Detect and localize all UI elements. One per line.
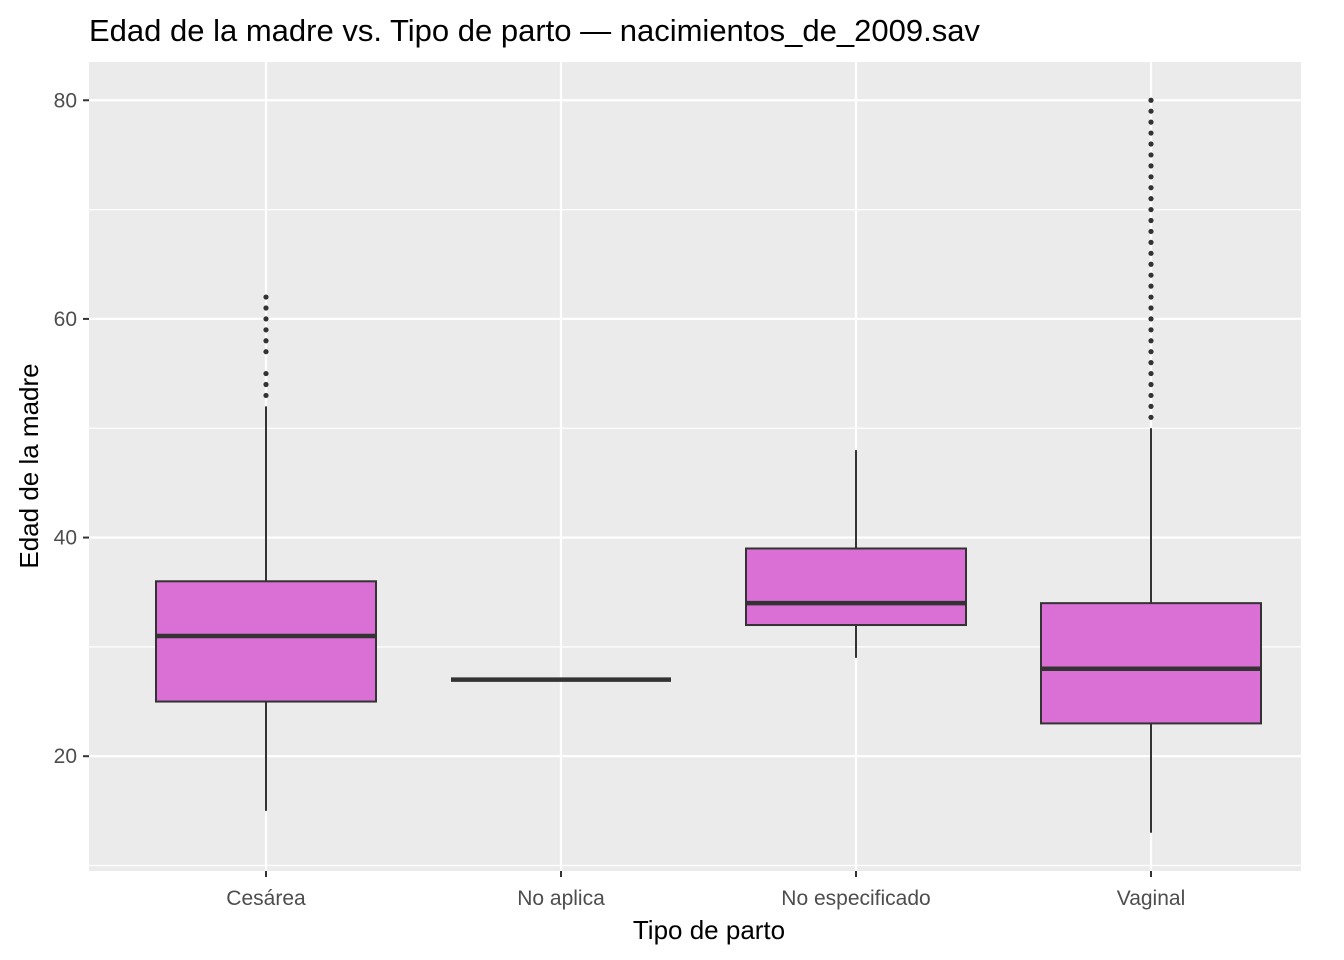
outlier-point [1148,174,1154,180]
y-tick-label: 80 [54,89,77,112]
box-group [155,294,377,811]
x-axis: Cesárea No aplica No especificado Vaginal [226,871,1185,910]
outlier-point [1148,403,1154,409]
outlier-point [263,338,269,344]
x-tick-label: No aplica [517,887,605,910]
outlier-point [1148,108,1154,114]
outlier-point [1148,283,1154,289]
outlier-point [1148,338,1154,344]
outlier-point [1148,294,1154,300]
outlier-point [1148,119,1154,125]
outlier-point [1148,250,1154,256]
box-group [745,450,967,658]
outlier-point [1148,370,1154,377]
outlier-point [1148,349,1154,355]
x-tick-label: Cesárea [226,887,306,910]
outlier-point [1148,196,1154,202]
outlier-point [263,327,269,333]
outlier-point [263,349,269,355]
box-group [1040,97,1262,833]
y-axis: 20 40 60 80 [54,89,89,768]
outlier-point [1148,327,1154,333]
y-tick-label: 20 [54,745,77,768]
iqr-box [155,580,377,703]
outlier-point [263,370,269,377]
x-tick-label: No especificado [781,887,930,910]
outlier-point [1148,206,1154,213]
outlier-point [1148,305,1154,311]
outlier-point [263,294,269,300]
outlier-point [1148,97,1154,103]
chart-title: Edad de la madre vs. Tipo de parto — nac… [89,13,980,48]
outlier-point [1148,130,1154,136]
outlier-point [1148,381,1154,388]
outlier-point [263,305,269,311]
outlier-point [1148,217,1154,224]
outlier-point [1148,163,1154,169]
outlier-point [1148,239,1154,245]
y-tick-label: 40 [54,527,77,550]
outlier-point [263,392,269,399]
x-tick-label: Vaginal [1117,887,1186,910]
outlier-point [1148,228,1154,235]
outlier-point [1148,272,1154,278]
outlier-point [1148,360,1154,366]
plot-panel [89,62,1301,871]
x-axis-title: Tipo de parto [633,915,785,945]
iqr-box [1040,602,1262,725]
outlier-point [1148,392,1154,399]
outlier-point [1148,414,1154,420]
outlier-point [1148,316,1154,322]
boxes-layer [155,97,1262,833]
outlier-point [263,381,269,388]
outlier-point [1148,152,1154,158]
outlier-point [1148,185,1154,191]
y-tick-label: 60 [54,308,77,331]
outlier-point [263,316,269,322]
y-axis-title: Edad de la madre [14,363,44,568]
iqr-box [745,547,967,627]
outlier-point [1148,141,1154,147]
outlier-point [1148,261,1154,267]
